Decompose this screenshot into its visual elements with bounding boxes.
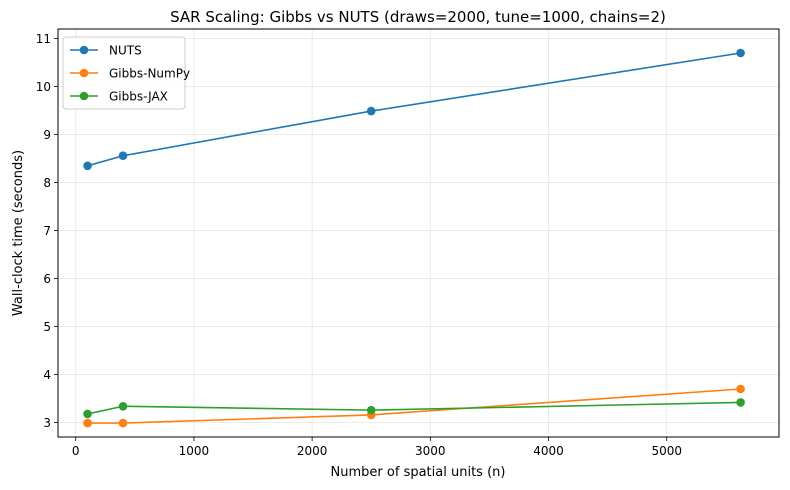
- legend: NUTS Gibbs-NumPy Gibbs-JAX: [62, 36, 190, 110]
- series-nuts: [83, 48, 745, 171]
- x-tick-label: 2000: [297, 444, 328, 458]
- data-point-gibbs-jax: [83, 409, 92, 419]
- legend-label: Gibbs-JAX: [109, 90, 168, 104]
- grid: [58, 29, 779, 437]
- legend-marker: [79, 45, 89, 55]
- series-line-gibbs-numpy: [87, 388, 741, 424]
- data-point-nuts: [118, 151, 128, 161]
- legend-label: NUTS: [109, 44, 142, 58]
- ticks: 0 1000 2000 3000 4000 5000 3 4 5 6 7 8 9 10 11: [36, 32, 682, 458]
- y-tick-label: 7: [43, 224, 51, 238]
- plot-frame: [57, 28, 780, 438]
- y-tick-label: 4: [43, 368, 51, 382]
- legend-item-gibbs-numpy: Gibbs-NumPy: [70, 67, 190, 81]
- y-tick-label: 8: [43, 176, 51, 190]
- y-tick-label: 3: [43, 416, 51, 430]
- x-tick-label: 1000: [179, 444, 210, 458]
- series-line-nuts: [87, 52, 741, 167]
- y-tick-label: 10: [36, 80, 51, 94]
- legend-marker: [79, 91, 89, 101]
- x-axis-label: Number of spatial units (n): [331, 465, 506, 480]
- data-point-nuts: [736, 48, 745, 58]
- legend-marker: [79, 68, 89, 78]
- y-tick-label: 5: [43, 320, 51, 334]
- x-tick-label: 0: [72, 444, 80, 458]
- legend-box: [62, 36, 186, 110]
- chart-title: SAR Scaling: Gibbs vs NUTS (draws=2000, …: [170, 8, 666, 26]
- data-point-gibbs-numpy: [118, 418, 128, 428]
- data-point-gibbs-jax: [736, 398, 745, 407]
- legend-label: Gibbs-NumPy: [109, 67, 190, 81]
- data-point-nuts: [83, 161, 92, 171]
- legend-item-nuts: NUTS: [70, 44, 142, 58]
- data-point-gibbs-numpy: [83, 418, 92, 428]
- y-axis-label: Wall-clock time (seconds): [11, 150, 26, 316]
- legend-item-gibbs-jax: Gibbs-JAX: [70, 90, 168, 104]
- series-line-gibbs-jax: [87, 401, 741, 415]
- series-layer: [83, 48, 745, 428]
- y-tick-label: 11: [36, 32, 51, 46]
- x-tick-label: 3000: [415, 444, 446, 458]
- y-tick-label: 9: [43, 128, 51, 142]
- y-tick-label: 6: [43, 272, 51, 286]
- data-point-nuts: [366, 106, 376, 116]
- series-gibbs-jax: [83, 398, 745, 419]
- data-point-gibbs-jax: [118, 401, 128, 411]
- legend-items: NUTS Gibbs-NumPy Gibbs-JAX: [70, 44, 190, 104]
- x-tick-label: 5000: [651, 444, 682, 458]
- x-tick-label: 4000: [533, 444, 564, 458]
- data-point-gibbs-numpy: [736, 384, 745, 394]
- data-point-gibbs-jax: [366, 405, 376, 415]
